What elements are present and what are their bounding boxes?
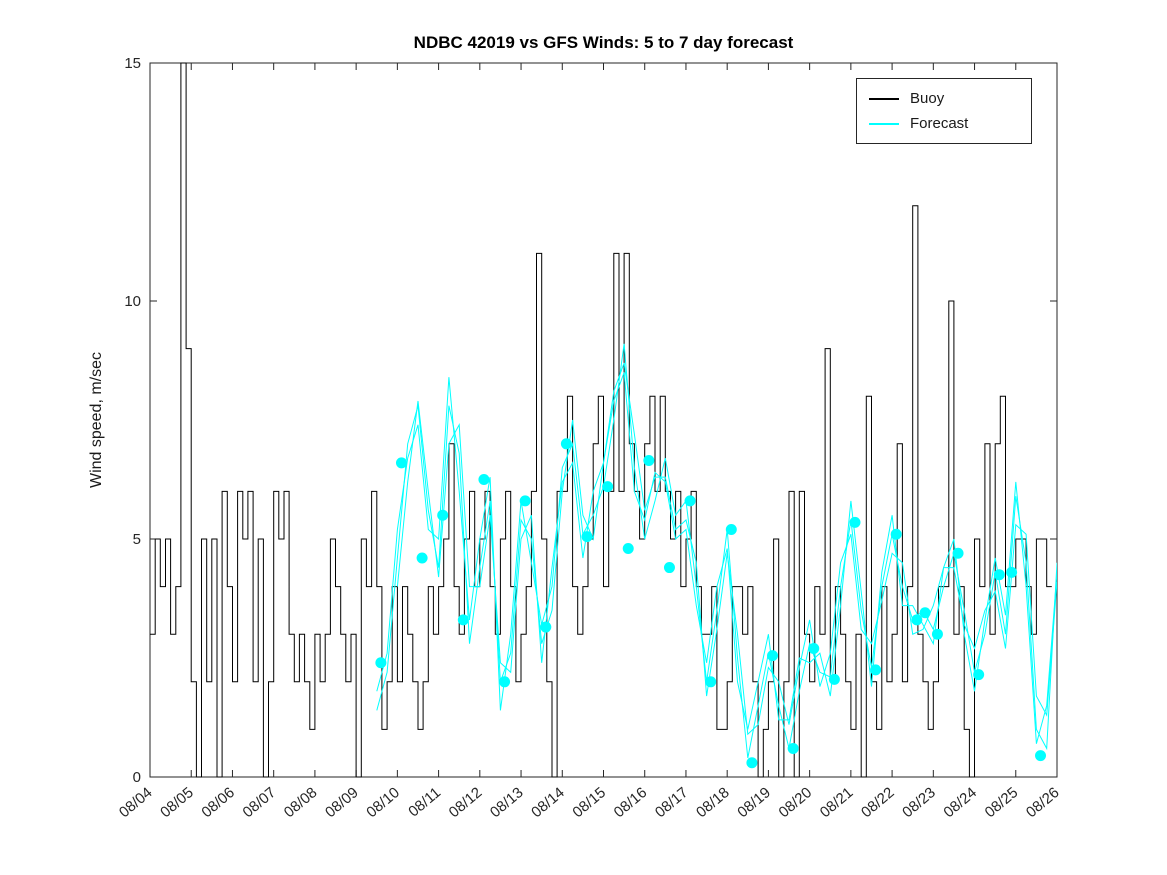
svg-text:10: 10 xyxy=(124,293,141,310)
svg-text:08/06: 08/06 xyxy=(198,784,238,821)
legend: Buoy Forecast xyxy=(856,78,1032,144)
svg-text:08/21: 08/21 xyxy=(817,784,857,821)
svg-text:08/12: 08/12 xyxy=(446,784,486,821)
legend-label-forecast: Forecast xyxy=(910,115,969,132)
chart-title: NDBC 42019 vs GFS Winds: 5 to 7 day fore… xyxy=(413,33,794,52)
svg-text:08/14: 08/14 xyxy=(528,784,568,821)
buoy-line-swatch xyxy=(869,97,899,100)
svg-text:08/23: 08/23 xyxy=(899,784,939,821)
svg-text:08/26: 08/26 xyxy=(1023,784,1063,821)
svg-text:08/24: 08/24 xyxy=(940,784,980,821)
svg-text:0: 0 xyxy=(133,769,141,786)
svg-text:08/13: 08/13 xyxy=(487,784,527,821)
svg-text:08/10: 08/10 xyxy=(363,784,403,821)
svg-text:08/22: 08/22 xyxy=(858,784,898,821)
legend-item-buoy: Buoy xyxy=(869,86,1019,111)
svg-text:5: 5 xyxy=(133,531,141,548)
svg-text:08/08: 08/08 xyxy=(281,784,321,821)
svg-text:08/05: 08/05 xyxy=(157,784,197,821)
svg-text:08/15: 08/15 xyxy=(569,784,609,821)
svg-text:08/19: 08/19 xyxy=(734,784,774,821)
svg-text:08/20: 08/20 xyxy=(776,784,816,821)
svg-text:08/18: 08/18 xyxy=(693,784,733,821)
svg-text:08/25: 08/25 xyxy=(982,784,1022,821)
svg-text:08/07: 08/07 xyxy=(240,784,280,821)
svg-text:08/17: 08/17 xyxy=(652,784,692,821)
legend-label-buoy: Buoy xyxy=(910,90,945,107)
svg-text:08/09: 08/09 xyxy=(322,784,362,821)
legend-item-forecast: Forecast xyxy=(869,111,1019,136)
svg-text:15: 15 xyxy=(124,55,141,72)
forecast-line-swatch xyxy=(869,122,899,125)
svg-text:08/16: 08/16 xyxy=(611,784,651,821)
svg-text:08/04: 08/04 xyxy=(116,784,156,821)
svg-text:08/11: 08/11 xyxy=(405,784,444,820)
